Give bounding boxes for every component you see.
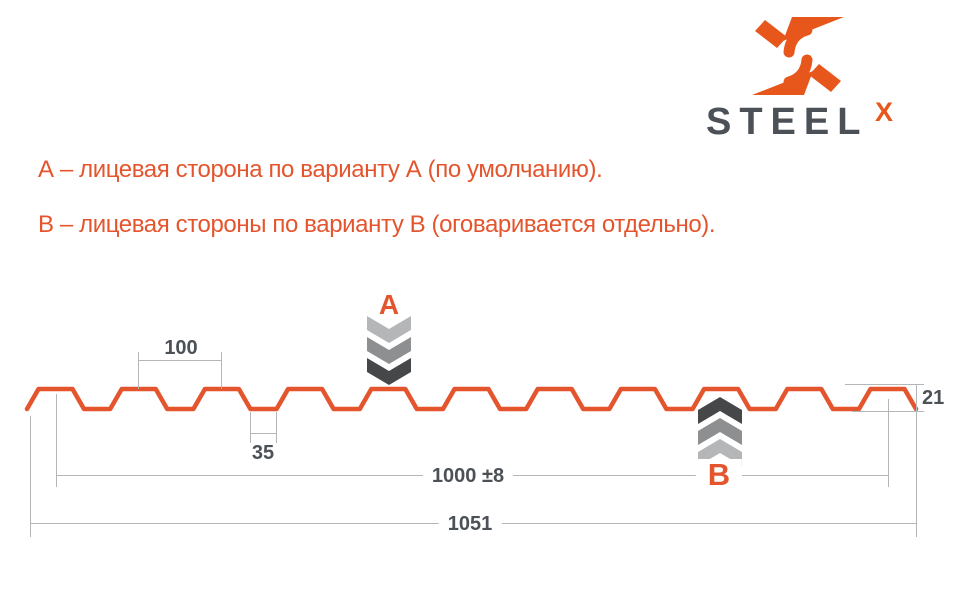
brand-name: STEEL — [706, 101, 869, 143]
chevrons-down-icon — [367, 316, 411, 385]
dim-valley-line — [250, 433, 277, 434]
note-variant-a: А – лицевая сторона по варианту А (по ум… — [38, 156, 603, 183]
brand-logo: STEEL X — [0, 0, 970, 160]
chevron-down-icon — [367, 316, 411, 343]
dim-height-tick — [916, 384, 917, 411]
side-a-label: А — [378, 289, 400, 320]
ext-line-coverage-right — [888, 399, 889, 487]
note-variant-b: В – лицевая стороны по варианту В (огова… — [38, 211, 716, 238]
dim-height-line-top — [845, 384, 924, 385]
dim-height-line-bottom — [852, 411, 924, 412]
ext-line-overall-right — [916, 412, 917, 537]
steelx-logo-icon — [752, 17, 844, 95]
dim-valley-tick-left — [250, 412, 251, 443]
dim-valley-label: 35 — [251, 442, 275, 464]
dim-overall-label: 1051 — [438, 514, 502, 534]
side-b-label: В — [695, 459, 743, 490]
dim-pitch-line — [139, 360, 222, 361]
ext-line-coverage-left — [56, 394, 57, 487]
dim-pitch-tick-left — [138, 352, 139, 389]
chevrons-up-icon — [698, 397, 742, 466]
dim-height-label: 21 — [922, 387, 945, 409]
brand-suffix: X — [875, 97, 894, 127]
ext-line-overall-left — [30, 416, 31, 537]
dim-coverage-label: 1000 ±8 — [422, 466, 514, 486]
dim-valley-tick-right — [276, 412, 277, 443]
dim-pitch-label: 100 — [164, 337, 198, 359]
dim-pitch-tick-right — [221, 352, 222, 389]
